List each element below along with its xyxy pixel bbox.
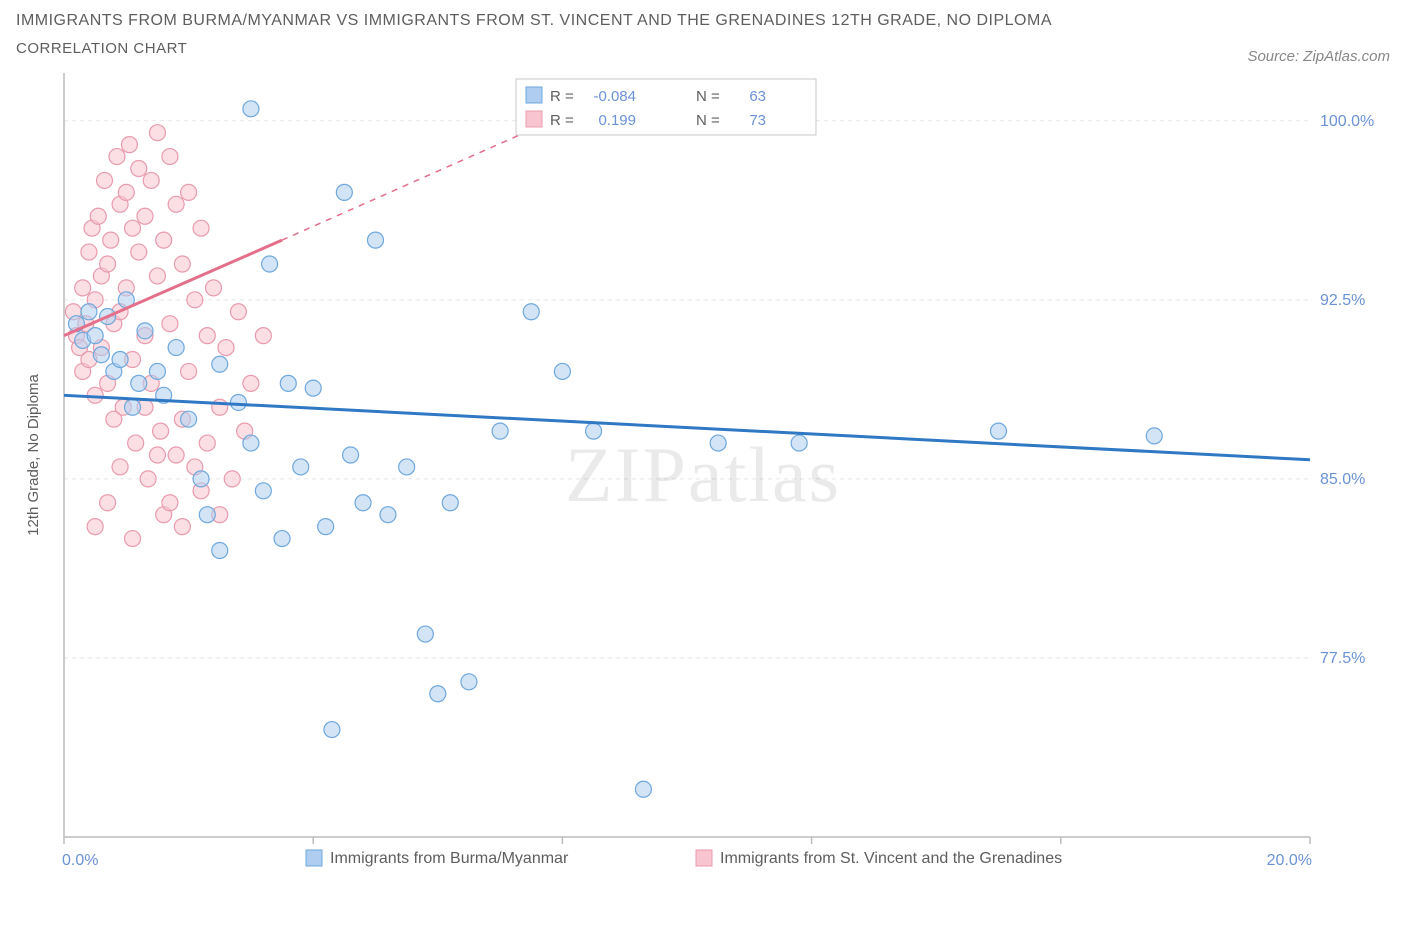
source-label: Source: ZipAtlas.com [1247, 48, 1390, 65]
chart-subtitle: CORRELATION CHART [16, 40, 187, 57]
svg-text:20.0%: 20.0% [1267, 852, 1312, 869]
svg-text:100.0%: 100.0% [1320, 113, 1374, 130]
svg-text:0.0%: 0.0% [62, 852, 98, 869]
svg-text:92.5%: 92.5% [1320, 292, 1365, 309]
svg-text:R =: R = [550, 112, 574, 129]
svg-text:12th Grade, No Diploma: 12th Grade, No Diploma [25, 373, 42, 535]
svg-text:77.5%: 77.5% [1320, 650, 1365, 667]
svg-text:63: 63 [749, 88, 766, 105]
svg-text:0.199: 0.199 [598, 112, 636, 129]
svg-text:73: 73 [749, 112, 766, 129]
chart-area: 77.5% 85.0% 92.5% 100.0% 0.0% 20.0% 12th Grade… [16, 65, 1390, 885]
svg-text:N =: N = [696, 112, 720, 129]
scatter-chart: 77.5% 85.0% 92.5% 100.0% 0.0% 20.0% 12th Grade… [16, 65, 1390, 885]
svg-text:N =: N = [696, 88, 720, 105]
svg-text:85.0%: 85.0% [1320, 471, 1365, 488]
svg-text:Immigrants from Burma/Myanmar: Immigrants from Burma/Myanmar [330, 850, 569, 867]
svg-text:R =: R = [550, 88, 574, 105]
chart-title: IMMIGRANTS FROM BURMA/MYANMAR VS IMMIGRA… [16, 12, 1390, 30]
svg-text:-0.084: -0.084 [593, 88, 636, 105]
svg-text:Immigrants from St. Vincent an: Immigrants from St. Vincent and the Gren… [720, 850, 1062, 867]
